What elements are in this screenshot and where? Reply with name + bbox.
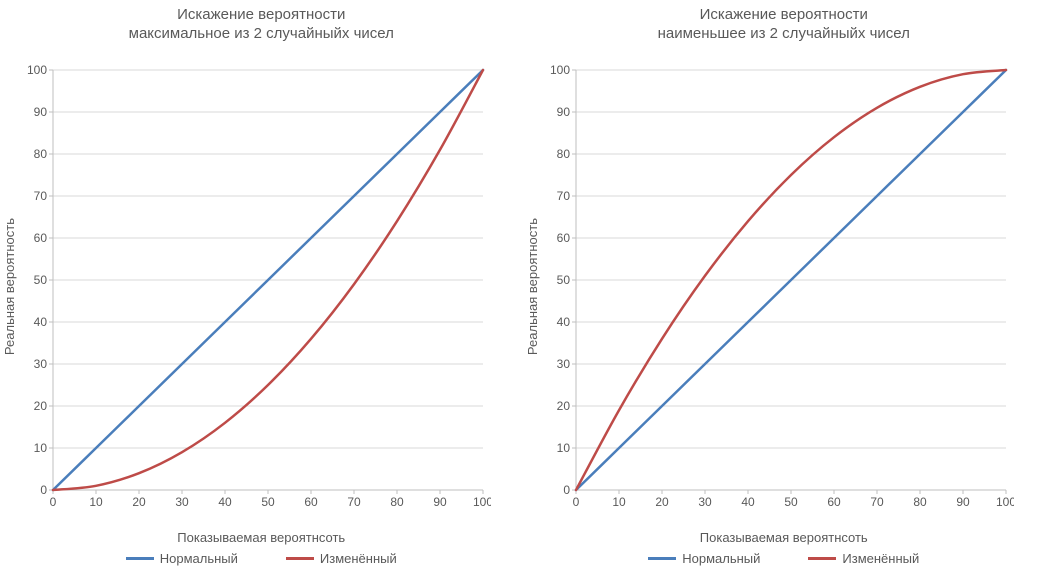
- legend-item-normal: Нормальный: [126, 551, 238, 566]
- charts-page: Искажение вероятности максимальное из 2 …: [0, 0, 1045, 568]
- legend: Нормальный Изменённый: [648, 551, 919, 566]
- legend-label: Нормальный: [160, 551, 238, 566]
- svg-text:50: 50: [34, 273, 48, 287]
- legend-label: Нормальный: [682, 551, 760, 566]
- panel-max2: Искажение вероятности максимальное из 2 …: [0, 0, 523, 568]
- svg-text:60: 60: [304, 495, 318, 509]
- svg-text:30: 30: [34, 357, 48, 371]
- svg-text:30: 30: [556, 357, 570, 371]
- svg-text:80: 80: [913, 495, 927, 509]
- legend-swatch: [808, 557, 836, 560]
- svg-text:10: 10: [34, 441, 48, 455]
- legend-item-modified: Изменённый: [808, 551, 919, 566]
- svg-text:90: 90: [556, 105, 570, 119]
- svg-text:50: 50: [784, 495, 798, 509]
- svg-text:80: 80: [390, 495, 404, 509]
- title-line-2: максимальное из 2 случайныйх чисел: [129, 25, 394, 44]
- x-axis-label: Показываемая вероятнсоть: [700, 530, 868, 545]
- svg-text:50: 50: [556, 273, 570, 287]
- legend-swatch: [126, 557, 154, 560]
- svg-text:90: 90: [34, 105, 48, 119]
- legend-swatch: [286, 557, 314, 560]
- svg-text:0: 0: [572, 495, 579, 509]
- chart-title: Искажение вероятности наименьшее из 2 сл…: [658, 6, 910, 44]
- svg-text:20: 20: [556, 399, 570, 413]
- svg-text:40: 40: [218, 495, 232, 509]
- legend-item-normal: Нормальный: [648, 551, 760, 566]
- svg-text:0: 0: [50, 495, 57, 509]
- svg-text:70: 70: [347, 495, 361, 509]
- legend: Нормальный Изменённый: [126, 551, 397, 566]
- svg-text:80: 80: [34, 147, 48, 161]
- chart-svg: 0 10 20 30 40 50 60 70 80 90 100 0 10 20 30 40 50 60 70 80 9…: [19, 62, 491, 512]
- legend-swatch: [648, 557, 676, 560]
- legend-label: Изменённый: [320, 551, 397, 566]
- svg-text:20: 20: [132, 495, 146, 509]
- legend-item-modified: Изменённый: [286, 551, 397, 566]
- svg-text:100: 100: [27, 63, 47, 77]
- panel-min2: Искажение вероятности наименьшее из 2 сл…: [523, 0, 1045, 568]
- svg-text:40: 40: [741, 495, 755, 509]
- title-line-1: Искажение вероятности: [129, 6, 394, 25]
- svg-text:70: 70: [34, 189, 48, 203]
- svg-text:20: 20: [655, 495, 669, 509]
- svg-text:100: 100: [995, 495, 1013, 509]
- x-axis-label: Показываемая вероятнсоть: [177, 530, 345, 545]
- svg-text:10: 10: [556, 441, 570, 455]
- svg-text:70: 70: [556, 189, 570, 203]
- svg-text:60: 60: [34, 231, 48, 245]
- svg-text:50: 50: [261, 495, 275, 509]
- svg-text:100: 100: [473, 495, 491, 509]
- svg-text:20: 20: [34, 399, 48, 413]
- svg-text:10: 10: [612, 495, 626, 509]
- svg-text:100: 100: [549, 63, 569, 77]
- chart-svg: 0 10 20 30 40 50 60 70 80 90 100 0 10 20 30 40 50 60 70 80 9…: [542, 62, 1014, 512]
- chart-title: Искажение вероятности максимальное из 2 …: [129, 6, 394, 44]
- legend-label: Изменённый: [842, 551, 919, 566]
- svg-text:60: 60: [556, 231, 570, 245]
- svg-text:0: 0: [40, 483, 47, 497]
- svg-text:90: 90: [433, 495, 447, 509]
- svg-text:70: 70: [870, 495, 884, 509]
- title-line-1: Искажение вероятности: [658, 6, 910, 25]
- svg-text:30: 30: [175, 495, 189, 509]
- svg-text:40: 40: [556, 315, 570, 329]
- y-axis-label: Реальная вероятность: [2, 218, 17, 355]
- svg-text:40: 40: [34, 315, 48, 329]
- svg-text:30: 30: [698, 495, 712, 509]
- title-line-2: наименьшее из 2 случайныйх чисел: [658, 25, 910, 44]
- svg-text:80: 80: [556, 147, 570, 161]
- plot-row: Реальная вероятность 0 10 20 30 40 50 60 70 80 90…: [525, 46, 1044, 529]
- y-axis-label: Реальная вероятность: [525, 218, 540, 355]
- svg-text:90: 90: [956, 495, 970, 509]
- svg-text:60: 60: [827, 495, 841, 509]
- plot-row: Реальная вероятность 0 10 20 30 40 50 60 70 80 90…: [2, 46, 521, 529]
- svg-text:0: 0: [563, 483, 570, 497]
- svg-text:10: 10: [89, 495, 103, 509]
